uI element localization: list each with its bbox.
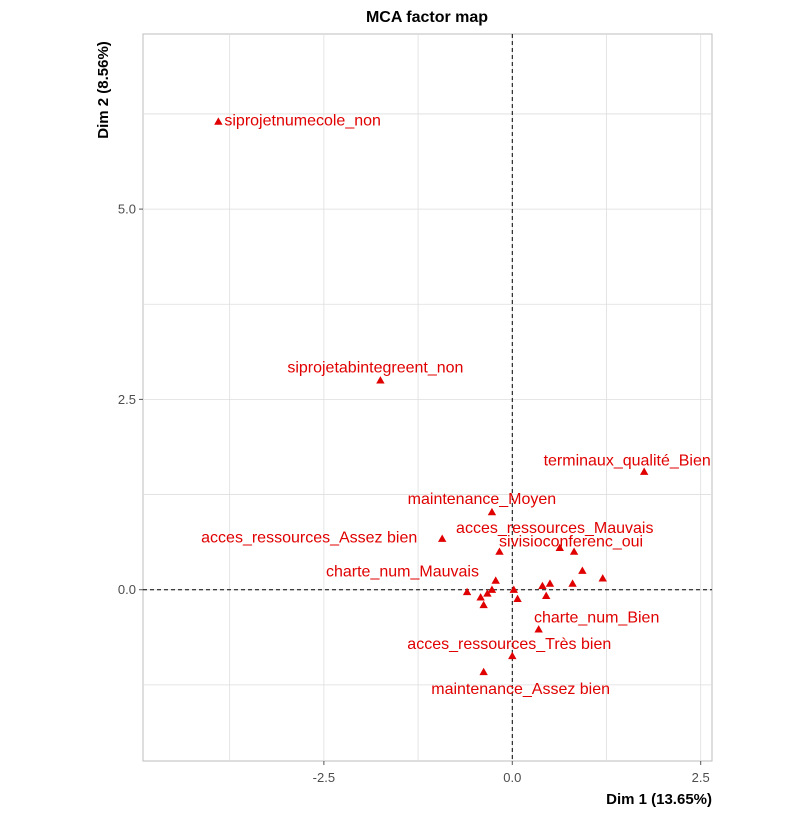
data-point xyxy=(545,579,555,587)
data-point xyxy=(479,600,488,609)
point-label: charte_num_Mauvais xyxy=(326,564,479,581)
point-label: acces_ressources_Très bien xyxy=(407,636,611,653)
x-axis-title: Dim 1 (13.65%) xyxy=(606,791,712,808)
x-tick-label: -2.5 xyxy=(313,770,335,785)
data-point xyxy=(491,576,500,584)
data-point xyxy=(568,579,577,587)
data-point xyxy=(541,591,551,599)
data-point xyxy=(578,566,587,574)
data-point xyxy=(214,117,223,125)
data-point xyxy=(487,507,497,516)
y-tick-label: 5.0 xyxy=(118,202,136,217)
chart-title: MCA factor map xyxy=(366,9,488,26)
point-label: siprojetnumecole_non xyxy=(224,113,381,130)
data-point xyxy=(509,585,518,593)
point-label: acces_ressources_Assez bien xyxy=(201,530,417,547)
data-points xyxy=(214,117,649,676)
data-point xyxy=(508,651,517,660)
data-point xyxy=(639,467,649,475)
x-tick-label: 0.0 xyxy=(503,770,521,785)
data-point xyxy=(479,667,488,676)
point-labels: siprojetnumecole_non siprojetabintegreent… xyxy=(201,113,711,698)
data-point xyxy=(538,581,547,590)
data-point xyxy=(437,534,447,542)
data-point xyxy=(598,574,607,582)
y-axis-title: Dim 2 (8.56%) xyxy=(95,41,112,139)
point-label: acces_ressources_Mauvais xyxy=(456,520,653,537)
data-point xyxy=(476,593,485,601)
plot-border xyxy=(142,33,713,762)
data-point xyxy=(495,547,504,555)
axis-ticks: -2.5 0.0 2.5 0.0 2.5 5.0 xyxy=(118,202,710,785)
point-label: sivisioconferenc_oui xyxy=(499,534,643,551)
reference-lines xyxy=(143,34,712,761)
data-point xyxy=(462,587,472,596)
data-point xyxy=(513,594,522,603)
point-label: maintenance_Assez bien xyxy=(431,681,610,698)
plot-panel xyxy=(142,33,713,762)
point-label: terminaux_qualité_Bien xyxy=(544,453,711,470)
data-point xyxy=(569,547,579,555)
data-point xyxy=(376,376,385,384)
y-tick-label: 2.5 xyxy=(118,392,136,407)
x-tick-label: 2.5 xyxy=(692,770,710,785)
data-point xyxy=(555,543,564,551)
data-point xyxy=(487,585,497,593)
grid-lines xyxy=(143,34,712,761)
point-label: siprojetabintegreent_non xyxy=(287,359,463,376)
y-tick-label: 0.0 xyxy=(118,582,136,597)
data-point xyxy=(534,625,543,633)
point-label: charte_num_Bien xyxy=(534,609,659,626)
data-point xyxy=(483,589,492,597)
point-label: maintenance_Moyen xyxy=(408,491,557,508)
